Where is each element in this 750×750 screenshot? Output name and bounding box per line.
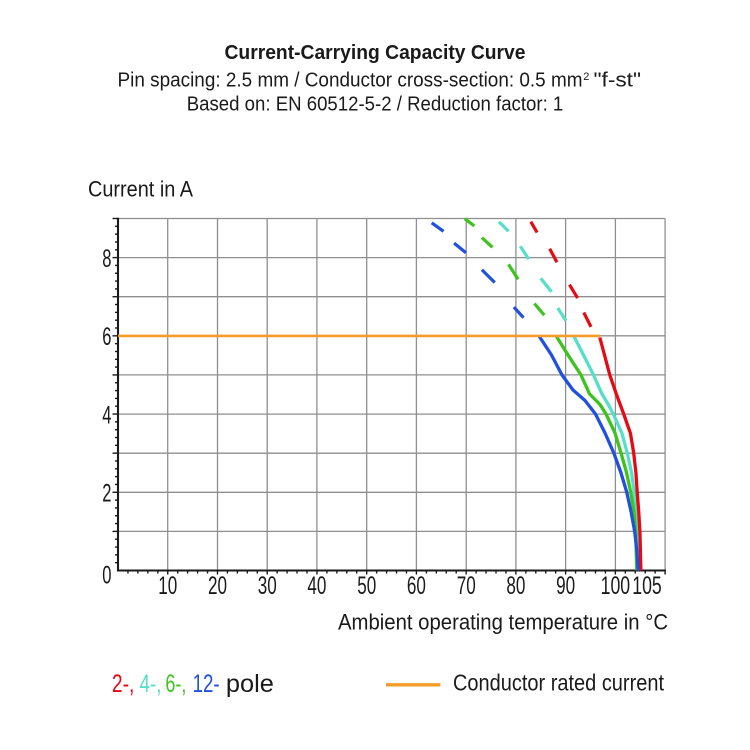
- svg-text:6: 6: [102, 323, 111, 351]
- svg-text:Current-Carrying Capacity Curv: Current-Carrying Capacity Curve: [225, 42, 526, 64]
- svg-text:6-,: 6-,: [165, 670, 186, 698]
- svg-text:70: 70: [457, 572, 476, 600]
- svg-text:pole: pole: [226, 670, 274, 698]
- svg-text:50: 50: [357, 572, 376, 600]
- svg-text:2: 2: [102, 480, 111, 508]
- svg-text:60: 60: [407, 572, 426, 600]
- svg-text:105: 105: [632, 572, 662, 600]
- svg-text:2: 2: [583, 71, 589, 83]
- svg-text:Pin spacing: 2.5 mm / Conducto: Pin spacing: 2.5 mm / Conductor cross-se…: [118, 70, 583, 92]
- svg-text:10: 10: [158, 572, 177, 600]
- svg-text:Current in A: Current in A: [88, 177, 193, 202]
- svg-text:Ambient operating temperature: Ambient operating temperature in °C: [338, 609, 668, 634]
- svg-text:2-,: 2-,: [112, 670, 134, 698]
- svg-text:Conductor rated current: Conductor rated current: [453, 670, 665, 696]
- svg-text:80: 80: [506, 572, 525, 600]
- svg-text:0: 0: [102, 562, 111, 590]
- svg-text:4-,: 4-,: [140, 670, 162, 698]
- svg-text:4: 4: [102, 401, 111, 429]
- svg-text:90: 90: [556, 572, 575, 600]
- svg-text:30: 30: [258, 572, 277, 600]
- svg-text:12-: 12-: [193, 670, 220, 698]
- svg-text:40: 40: [307, 572, 326, 600]
- svg-text:Based on: EN 60512-5-2 / Reduc: Based on: EN 60512-5-2 / Reduction facto…: [187, 93, 564, 115]
- svg-text:8: 8: [102, 245, 111, 273]
- svg-text:20: 20: [208, 572, 227, 600]
- svg-text:"f-st": "f-st": [594, 70, 642, 92]
- svg-text:100: 100: [601, 572, 631, 600]
